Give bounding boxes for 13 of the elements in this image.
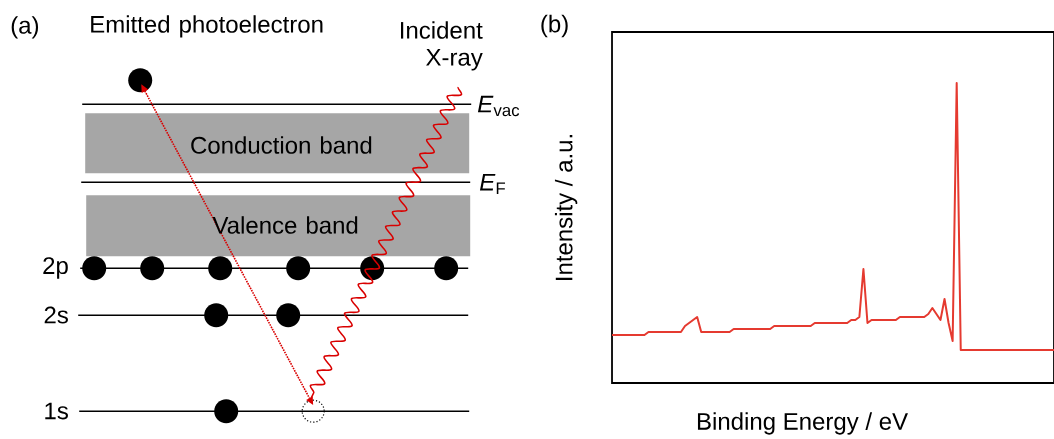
y-axis-title: Intensity / a.u. bbox=[554, 134, 578, 280]
text: 2p bbox=[43, 257, 68, 279]
text: Valence band bbox=[212, 216, 358, 234]
text: Incident X-ray bbox=[400, 21, 483, 71]
text: 1s bbox=[45, 402, 68, 420]
text: 2s bbox=[44, 306, 68, 324]
text: (a) bbox=[11, 16, 39, 39]
text: Conduction band bbox=[191, 136, 372, 154]
text: E$_{vac}$ bbox=[477, 95, 520, 117]
chart-title: (b) bbox=[541, 14, 568, 38]
x-axis-title: Binding Energy / eV bbox=[697, 412, 908, 435]
text: E$_{F}$ bbox=[479, 173, 506, 195]
text: Emitted photoelectron bbox=[91, 15, 323, 38]
